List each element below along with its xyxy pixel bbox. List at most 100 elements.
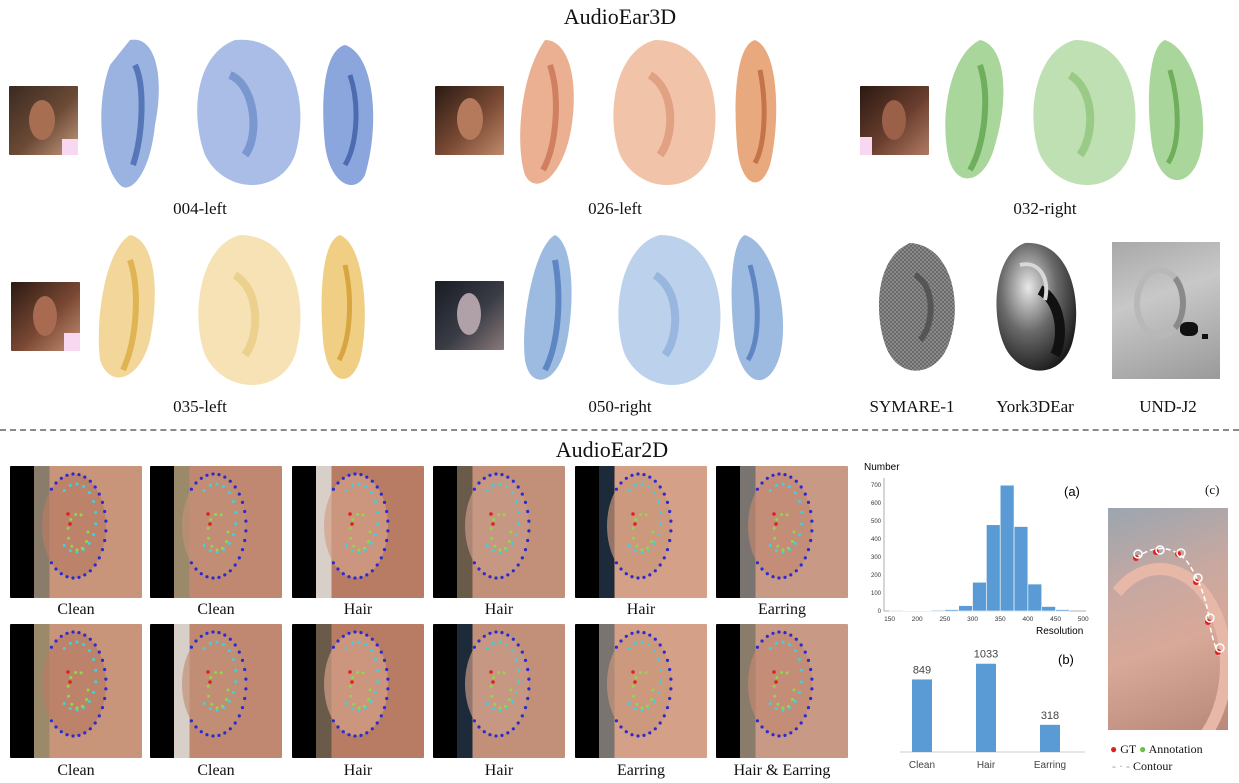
ear-image-r2-c2: [150, 624, 282, 758]
hist-bar-12: [1055, 609, 1070, 612]
hist-xtick-7: 500: [1078, 616, 1089, 623]
caption-035-left: 035-left: [173, 397, 227, 416]
ear-caption-r1-c1: Clean: [57, 601, 95, 618]
hist-bar-8: [999, 484, 1015, 612]
hist-bar-5: [958, 605, 973, 612]
legend-c-contour: - · - Contour: [1112, 759, 1172, 774]
ear-meshes-026: [520, 40, 777, 185]
ear-meshes-035: [98, 235, 365, 385]
hist-bar-3: [930, 609, 946, 612]
legend-c: ● GT ● Annotation: [1110, 742, 1203, 757]
ear-image-r2-c5: [575, 624, 707, 758]
ear-meshes-050: [524, 235, 784, 385]
hist-xtick-6: 450: [1050, 616, 1061, 623]
ear-photo-050: [435, 281, 504, 350]
gt-dot-icon: ●: [1110, 742, 1118, 756]
caption-york3dear: York3DEar: [996, 397, 1074, 416]
ear-caption-r1-c6: Earring: [758, 601, 806, 618]
hist-bar-9: [1013, 526, 1029, 612]
ear-image-r2-c3: [292, 624, 424, 758]
york3dear-mesh: [996, 242, 1077, 371]
hist-bar-7: [986, 524, 1001, 612]
ear-caption-r1-c2: Clean: [197, 601, 235, 618]
annotation-dot-icon: ●: [1139, 742, 1147, 756]
legend-gt: GT: [1120, 742, 1137, 756]
ear-photo-032: [860, 86, 929, 155]
caption-und-j2: UND-J2: [1139, 397, 1197, 416]
ear-image-r2-c6: [716, 624, 848, 758]
ear-image-r2-c4: [433, 624, 565, 758]
hist-ytick-7: 700: [871, 483, 882, 489]
ear-photo-035: [11, 282, 80, 351]
ear-image-r1-c5: [575, 466, 707, 598]
ear-photo-026: [435, 86, 504, 155]
ear-caption-r1-c3: Hair: [343, 601, 373, 618]
hist-ytick-1: 100: [871, 591, 882, 597]
ear-image-r1-c3: [292, 466, 424, 598]
audioear2d-title: AudioEar2D: [555, 437, 669, 462]
ear-meshes-004: [101, 39, 374, 188]
ear-caption-r2-c3: Hair: [343, 762, 373, 779]
caption-004-left: 004-left: [173, 199, 227, 218]
ear-caption-r1-c5: Hair: [626, 601, 656, 618]
hist-xtick-4: 350: [995, 616, 1006, 623]
caption-050-right: 050-right: [588, 397, 652, 416]
bar-category-2: Earring: [1034, 760, 1066, 771]
hist-bar-11: [1041, 606, 1056, 612]
ear-photo-004: [9, 86, 78, 155]
hist-bar-0: [889, 609, 904, 612]
ear-caption-r2-c1: Clean: [57, 762, 95, 779]
audioear3d-title: AudioEar3D: [563, 4, 677, 29]
hist-xtick-0: 150: [884, 616, 895, 623]
hist-bar-6: [972, 581, 987, 612]
bar-earring: [1040, 724, 1060, 752]
caption-symare: SYMARE-1: [869, 397, 955, 416]
ear-caption-r2-c5: Earring: [617, 762, 665, 779]
contour-line-icon: - · -: [1112, 759, 1130, 773]
hist-bar-10: [1027, 583, 1043, 612]
legend-annotation: Annotation: [1148, 742, 1203, 756]
panel-label-c: (c): [1205, 482, 1220, 497]
ear-caption-r2-c2: Clean: [197, 762, 235, 779]
hist-ytick-3: 300: [871, 555, 882, 561]
ear-image-r1-c2: [150, 466, 282, 598]
hist-bar-1: [903, 610, 918, 612]
bar-category-0: Clean: [909, 760, 935, 771]
panel-label-b: (b): [1058, 652, 1074, 667]
ear-image-r1-c6: [716, 466, 848, 598]
resolution-histogram: Number (a) Resolution 150 200 250 300 350 400…: [864, 462, 1089, 637]
hist-ytick-5: 500: [871, 519, 882, 525]
bar-category-1: Hair: [977, 760, 996, 771]
ear-caption-r1-c4: Hair: [484, 601, 514, 618]
caption-026-left: 026-left: [588, 199, 642, 218]
caption-032-right: 032-right: [1013, 199, 1077, 218]
ear-caption-r2-c6: Hair & Earring: [733, 762, 831, 779]
hist-xtick-5: 400: [1022, 616, 1033, 623]
hist-xtick-2: 250: [939, 616, 950, 623]
ear-meshes-032: [945, 40, 1204, 185]
hist-bar-4: [944, 609, 960, 612]
legend-contour: Contour: [1133, 759, 1173, 773]
category-bar-chart: (b) 849 Clean 1033 Hair 318 Earring: [900, 649, 1085, 771]
section-divider: [0, 429, 1239, 431]
ear-image-r2-c1: [10, 624, 142, 758]
hist-xtick-1: 200: [912, 616, 923, 623]
bar-clean: [912, 679, 932, 752]
bar-value-1: 1033: [974, 649, 998, 661]
panel-label-a: (a): [1064, 484, 1080, 499]
hist-xlabel: Resolution: [1036, 626, 1083, 637]
und-j2-image: [1112, 242, 1220, 379]
hist-ytick-4: 400: [871, 537, 882, 543]
hist-ytick-6: 600: [871, 501, 882, 507]
symare-mesh: [878, 243, 955, 371]
bar-value-2: 318: [1041, 710, 1059, 722]
hist-ylabel: Number: [864, 462, 900, 473]
contour-annotation-photo: [1108, 508, 1228, 730]
hist-ytick-2: 200: [871, 573, 882, 579]
hist-ytick-0: 0: [878, 609, 882, 615]
bar-hair: [976, 663, 996, 752]
hist-xtick-3: 300: [967, 616, 978, 623]
ear-image-r1-c4: [433, 466, 565, 598]
bar-value-0: 849: [913, 664, 931, 676]
ear-caption-r2-c4: Hair: [484, 762, 514, 779]
